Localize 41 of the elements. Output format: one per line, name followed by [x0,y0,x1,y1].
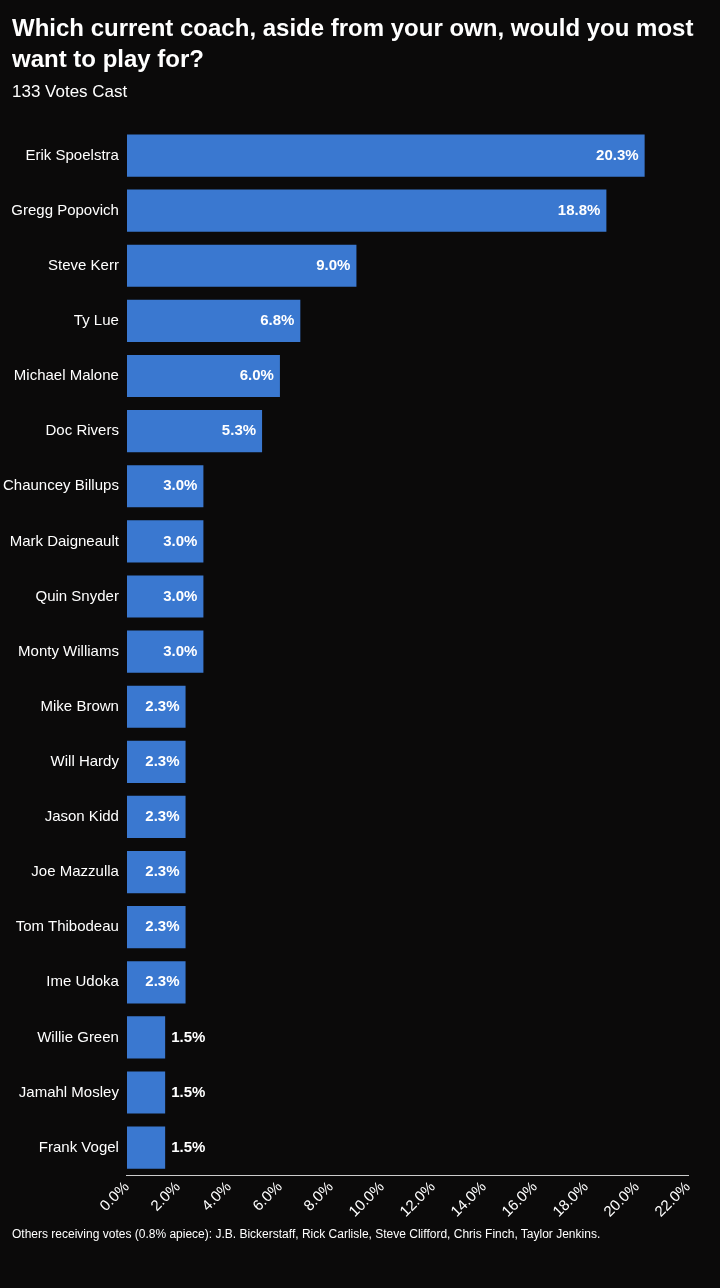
y-tick-label: Erik Spoelstra [25,145,120,163]
y-tick-label: Doc Rivers [45,421,119,439]
data-label: 9.0% [316,255,351,273]
y-tick-label: Jamahl Mosley [18,1082,120,1100]
y-tick-label: Gregg Popovich [11,200,119,218]
y-tick-label: Ime Udoka [46,972,120,990]
y-tick-label: Chauncey Billups [2,476,119,494]
y-tick-label: Jason Kidd [44,807,119,825]
data-label: 3.0% [163,641,198,659]
data-label: 1.5% [171,1027,206,1045]
y-tick-label: Tom Thibodeau [15,917,119,935]
data-label: 2.3% [145,862,180,880]
y-tick-label: Will Hardy [50,751,120,769]
data-label: 18.8% [557,200,601,218]
y-tick-label: Monty Williams [18,641,119,659]
y-tick-label: Quin Snyder [35,586,119,604]
data-label: 2.3% [145,751,180,769]
data-label: 1.5% [171,1137,206,1155]
text: Others receiving votes (0.8% apiece): J.B. Bickerstaff, Rick Carlisle, Steve Clifford, Chris Finch, Taylor Jenkins. [12,1226,602,1243]
y-tick-label: Michael Malone [13,366,119,384]
y-tick-label: Joe Mazzulla [31,862,120,880]
chart-subtitle: 133 Votes Cast [12,82,129,102]
data-label: 2.3% [145,972,180,990]
y-tick-label: Mike Brown [40,696,119,714]
y-tick-label: Frank Vogel [38,1137,119,1155]
y-tick-label: Steve Kerr [48,255,119,273]
y-tick-label: Willie Green [37,1027,119,1045]
data-label: 2.3% [145,917,180,935]
data-label: 3.0% [163,476,198,494]
data-label: 6.8% [260,311,295,329]
data-label: 3.0% [163,586,198,604]
data-label: 2.3% [145,696,180,714]
y-tick-label: Ty Lue [73,311,119,329]
data-label: 6.0% [239,366,274,384]
data-label: 2.3% [145,807,180,825]
data-label: 3.0% [163,531,198,549]
data-label: 20.3% [596,145,639,163]
data-label: 5.3% [221,421,257,439]
y-tick-label: Mark Daigneault [9,531,120,549]
chart-title: Which current coach, aside from your own, would you most want to play for? [12,13,695,74]
data-label: 1.5% [171,1082,206,1100]
